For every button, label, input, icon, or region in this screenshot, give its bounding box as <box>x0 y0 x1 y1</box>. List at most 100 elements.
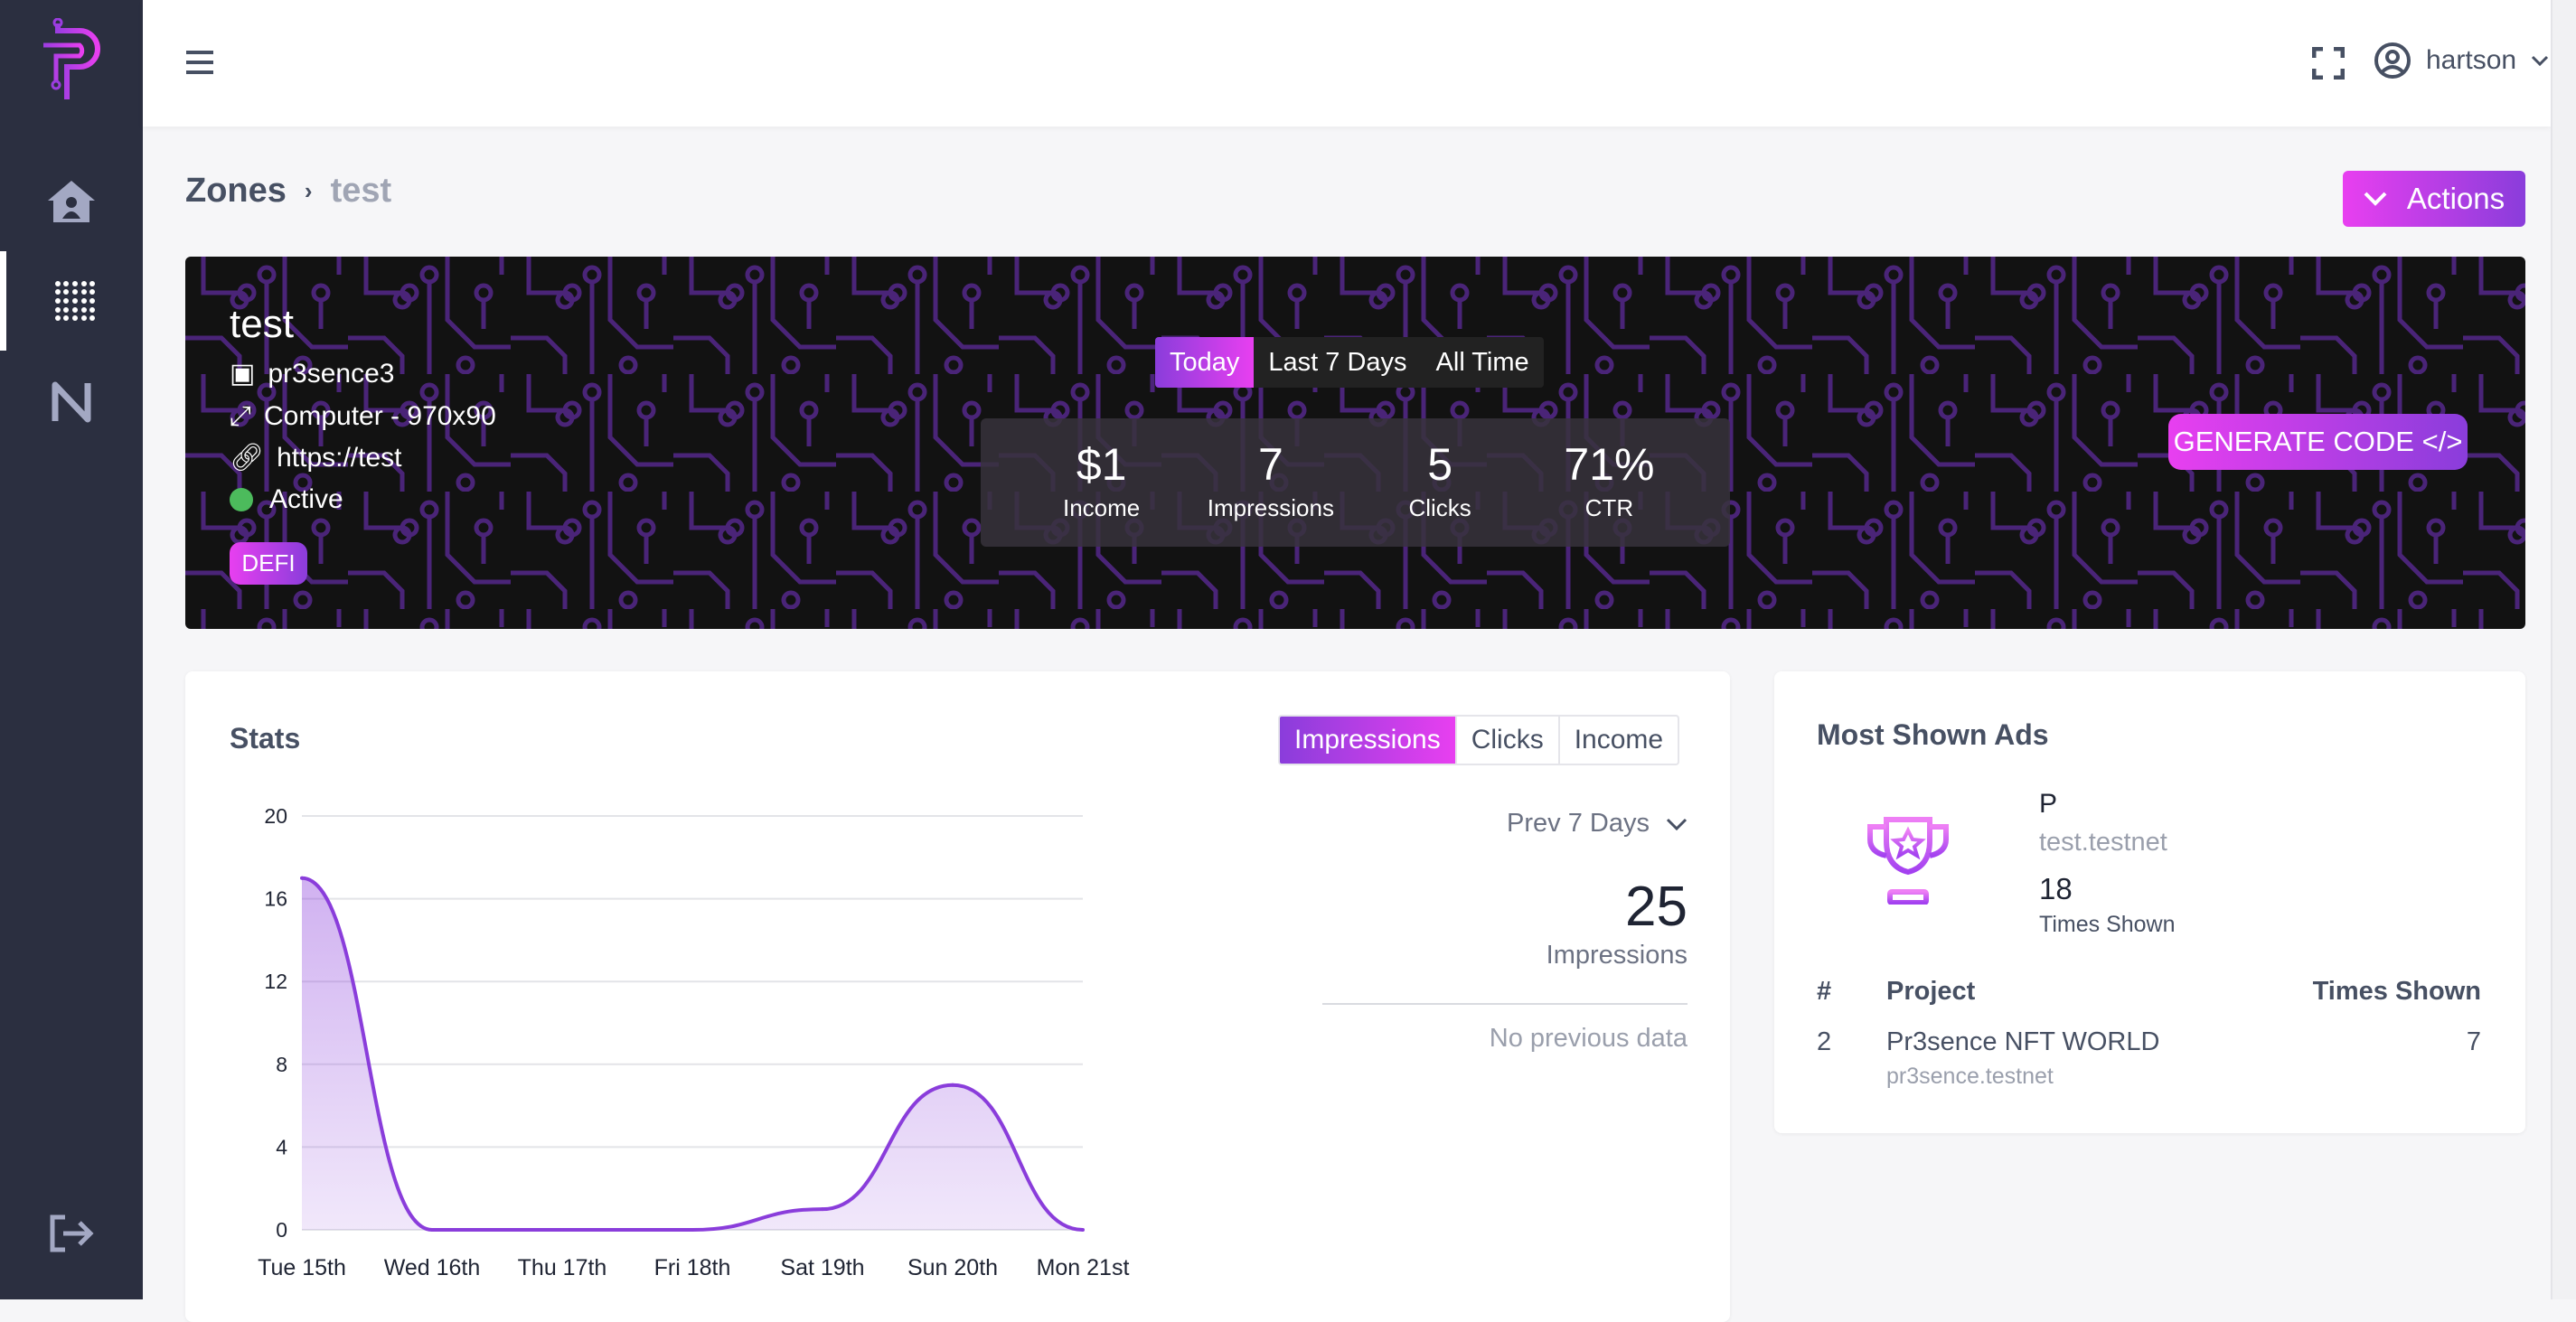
zone-format: ⤢ Computer - 970x90 <box>230 401 496 432</box>
top-ad-count-label: Times Shown <box>2039 912 2176 937</box>
chevron-down-icon <box>2364 192 2387 206</box>
status-text: Active <box>269 484 343 514</box>
top-header: hartson <box>143 0 2551 127</box>
most-shown-title: Most Shown Ads <box>1817 718 2049 751</box>
logo-icon[interactable] <box>36 17 108 109</box>
x-tick-label: Sat 19th <box>780 1255 864 1280</box>
range-label: Prev 7 Days <box>1507 809 1650 838</box>
chevron-down-icon <box>1666 818 1688 830</box>
summary-ctr: 71% CTR <box>1525 418 1694 547</box>
summary-value: $1 <box>1076 439 1127 490</box>
row-account: pr3sence.testnet <box>1886 1064 2054 1089</box>
y-tick-label: 0 <box>276 1218 287 1242</box>
x-tick-label: Thu 17th <box>518 1255 607 1280</box>
tab-income[interactable]: Income <box>1557 717 1678 764</box>
tab-clicks[interactable]: Clicks <box>1454 717 1558 764</box>
stats-title: Stats <box>230 722 301 755</box>
col-project: Project <box>1886 977 1976 1006</box>
data-point <box>430 1228 434 1232</box>
summary-value: 7 <box>1257 439 1283 490</box>
row-project: Pr3sence NFT WORLD <box>1886 1027 2160 1056</box>
sidebar-item-home[interactable] <box>0 152 143 251</box>
logout-button[interactable] <box>0 1184 143 1283</box>
sidebar <box>0 0 143 1299</box>
actions-button[interactable]: Actions <box>2343 171 2525 227</box>
user-avatar-icon <box>2374 42 2411 79</box>
zone-name: test <box>230 302 294 346</box>
scrollbar[interactable] <box>2551 0 2576 1299</box>
sidebar-item-near[interactable] <box>0 352 143 452</box>
x-tick-label: Wed 16th <box>384 1255 481 1280</box>
fullscreen-button[interactable] <box>2311 46 2346 84</box>
chevron-down-icon <box>2532 55 2549 66</box>
x-tick-label: Fri 18th <box>654 1255 731 1280</box>
total-label: Impressions <box>1546 941 1688 970</box>
breadcrumb-zones[interactable]: Zones <box>185 172 287 210</box>
divider <box>1322 1003 1688 1005</box>
near-icon <box>52 381 91 423</box>
tab-last-7-days[interactable]: Last 7 Days <box>1268 347 1407 377</box>
category-badge: DEFI <box>230 542 307 585</box>
data-point <box>1081 1228 1085 1232</box>
summary-label: Income <box>1062 494 1141 521</box>
summary-income: $1 Income <box>1017 418 1186 547</box>
fullscreen-icon <box>2311 46 2346 80</box>
stats-metric-tabs: Impressions Clicks Income <box>1278 715 1680 765</box>
summary-clicks: 5 Clicks <box>1356 418 1525 547</box>
y-tick-label: 8 <box>276 1053 287 1076</box>
zone-status: Active <box>230 484 343 515</box>
grid-icon <box>54 281 95 321</box>
resize-icon: ⤢ <box>230 401 251 431</box>
tab-today[interactable]: Today <box>1155 337 1255 388</box>
total-value: 25 <box>1625 876 1688 938</box>
col-times-shown: Times Shown <box>2312 977 2481 1006</box>
summary-value: 5 <box>1427 439 1453 490</box>
data-point <box>821 1207 824 1212</box>
summary-impressions: 7 Impressions <box>1186 418 1355 547</box>
url-link[interactable]: https://test <box>277 442 402 473</box>
x-tick-label: Sun 20th <box>907 1255 998 1280</box>
actions-label: Actions <box>2406 182 2505 215</box>
menu-toggle-button[interactable] <box>186 51 213 79</box>
summary-box: $1 Income 7 Impressions 5 Clicks 71% CTR <box>981 418 1730 547</box>
period-tabs: Today Last 7 Days All Time <box>1155 337 1544 388</box>
user-menu[interactable]: hartson <box>2374 42 2549 80</box>
stats-card: Stats Impressions Clicks Income Prev 7 D… <box>185 671 1730 1322</box>
zone-owner: ▣ pr3sence3 <box>230 358 394 389</box>
impressions-chart: 0 4 8 12 16 20 Tue 15th Wed 16th Thu 17th Fri 18t… <box>258 804 1129 1280</box>
tab-all-time[interactable]: All Time <box>1435 347 1529 377</box>
row-rank: 2 <box>1817 1027 1832 1056</box>
y-tick-label: 4 <box>276 1135 287 1158</box>
range-dropdown[interactable]: Prev 7 Days <box>1507 809 1688 839</box>
data-point <box>691 1228 694 1232</box>
comparison-text: No previous data <box>1489 1024 1688 1053</box>
generate-code-button[interactable]: GENERATE CODE </> <box>2168 414 2468 470</box>
username: hartson <box>2426 45 2517 75</box>
owner-text: pr3sence3 <box>268 358 395 389</box>
y-tick-label: 12 <box>264 970 287 993</box>
zone-url: 🔗︎ https://test <box>230 442 402 473</box>
breadcrumb: Zones › test <box>185 172 392 210</box>
y-tick-label: 16 <box>264 887 287 911</box>
y-tick-label: 20 <box>264 804 287 828</box>
most-shown-ads-card: Most Shown Ads P test.testnet 18 Times S… <box>1774 671 2525 1133</box>
data-point <box>560 1228 564 1232</box>
breadcrumb-current: test <box>330 172 392 210</box>
data-point <box>300 876 304 880</box>
cube-icon: ▣ <box>230 359 256 389</box>
series-area <box>302 877 1083 1230</box>
tab-impressions[interactable]: Impressions <box>1280 717 1455 764</box>
top-ad-name: P <box>2039 789 2058 819</box>
top-ad-count: 18 <box>2039 872 2073 905</box>
summary-label: Impressions <box>1207 494 1334 521</box>
trophy-icon <box>1867 817 1949 905</box>
summary-value: 71% <box>1564 439 1655 490</box>
status-dot-icon <box>230 488 253 511</box>
data-point <box>951 1083 954 1087</box>
summary-label: Clicks <box>1408 494 1471 521</box>
col-rank: # <box>1817 977 1832 1006</box>
sidebar-item-zones[interactable] <box>0 251 143 351</box>
format-text: Computer - 970x90 <box>264 401 496 431</box>
logout-icon <box>50 1214 94 1252</box>
top-ad-account: test.testnet <box>2039 828 2167 857</box>
